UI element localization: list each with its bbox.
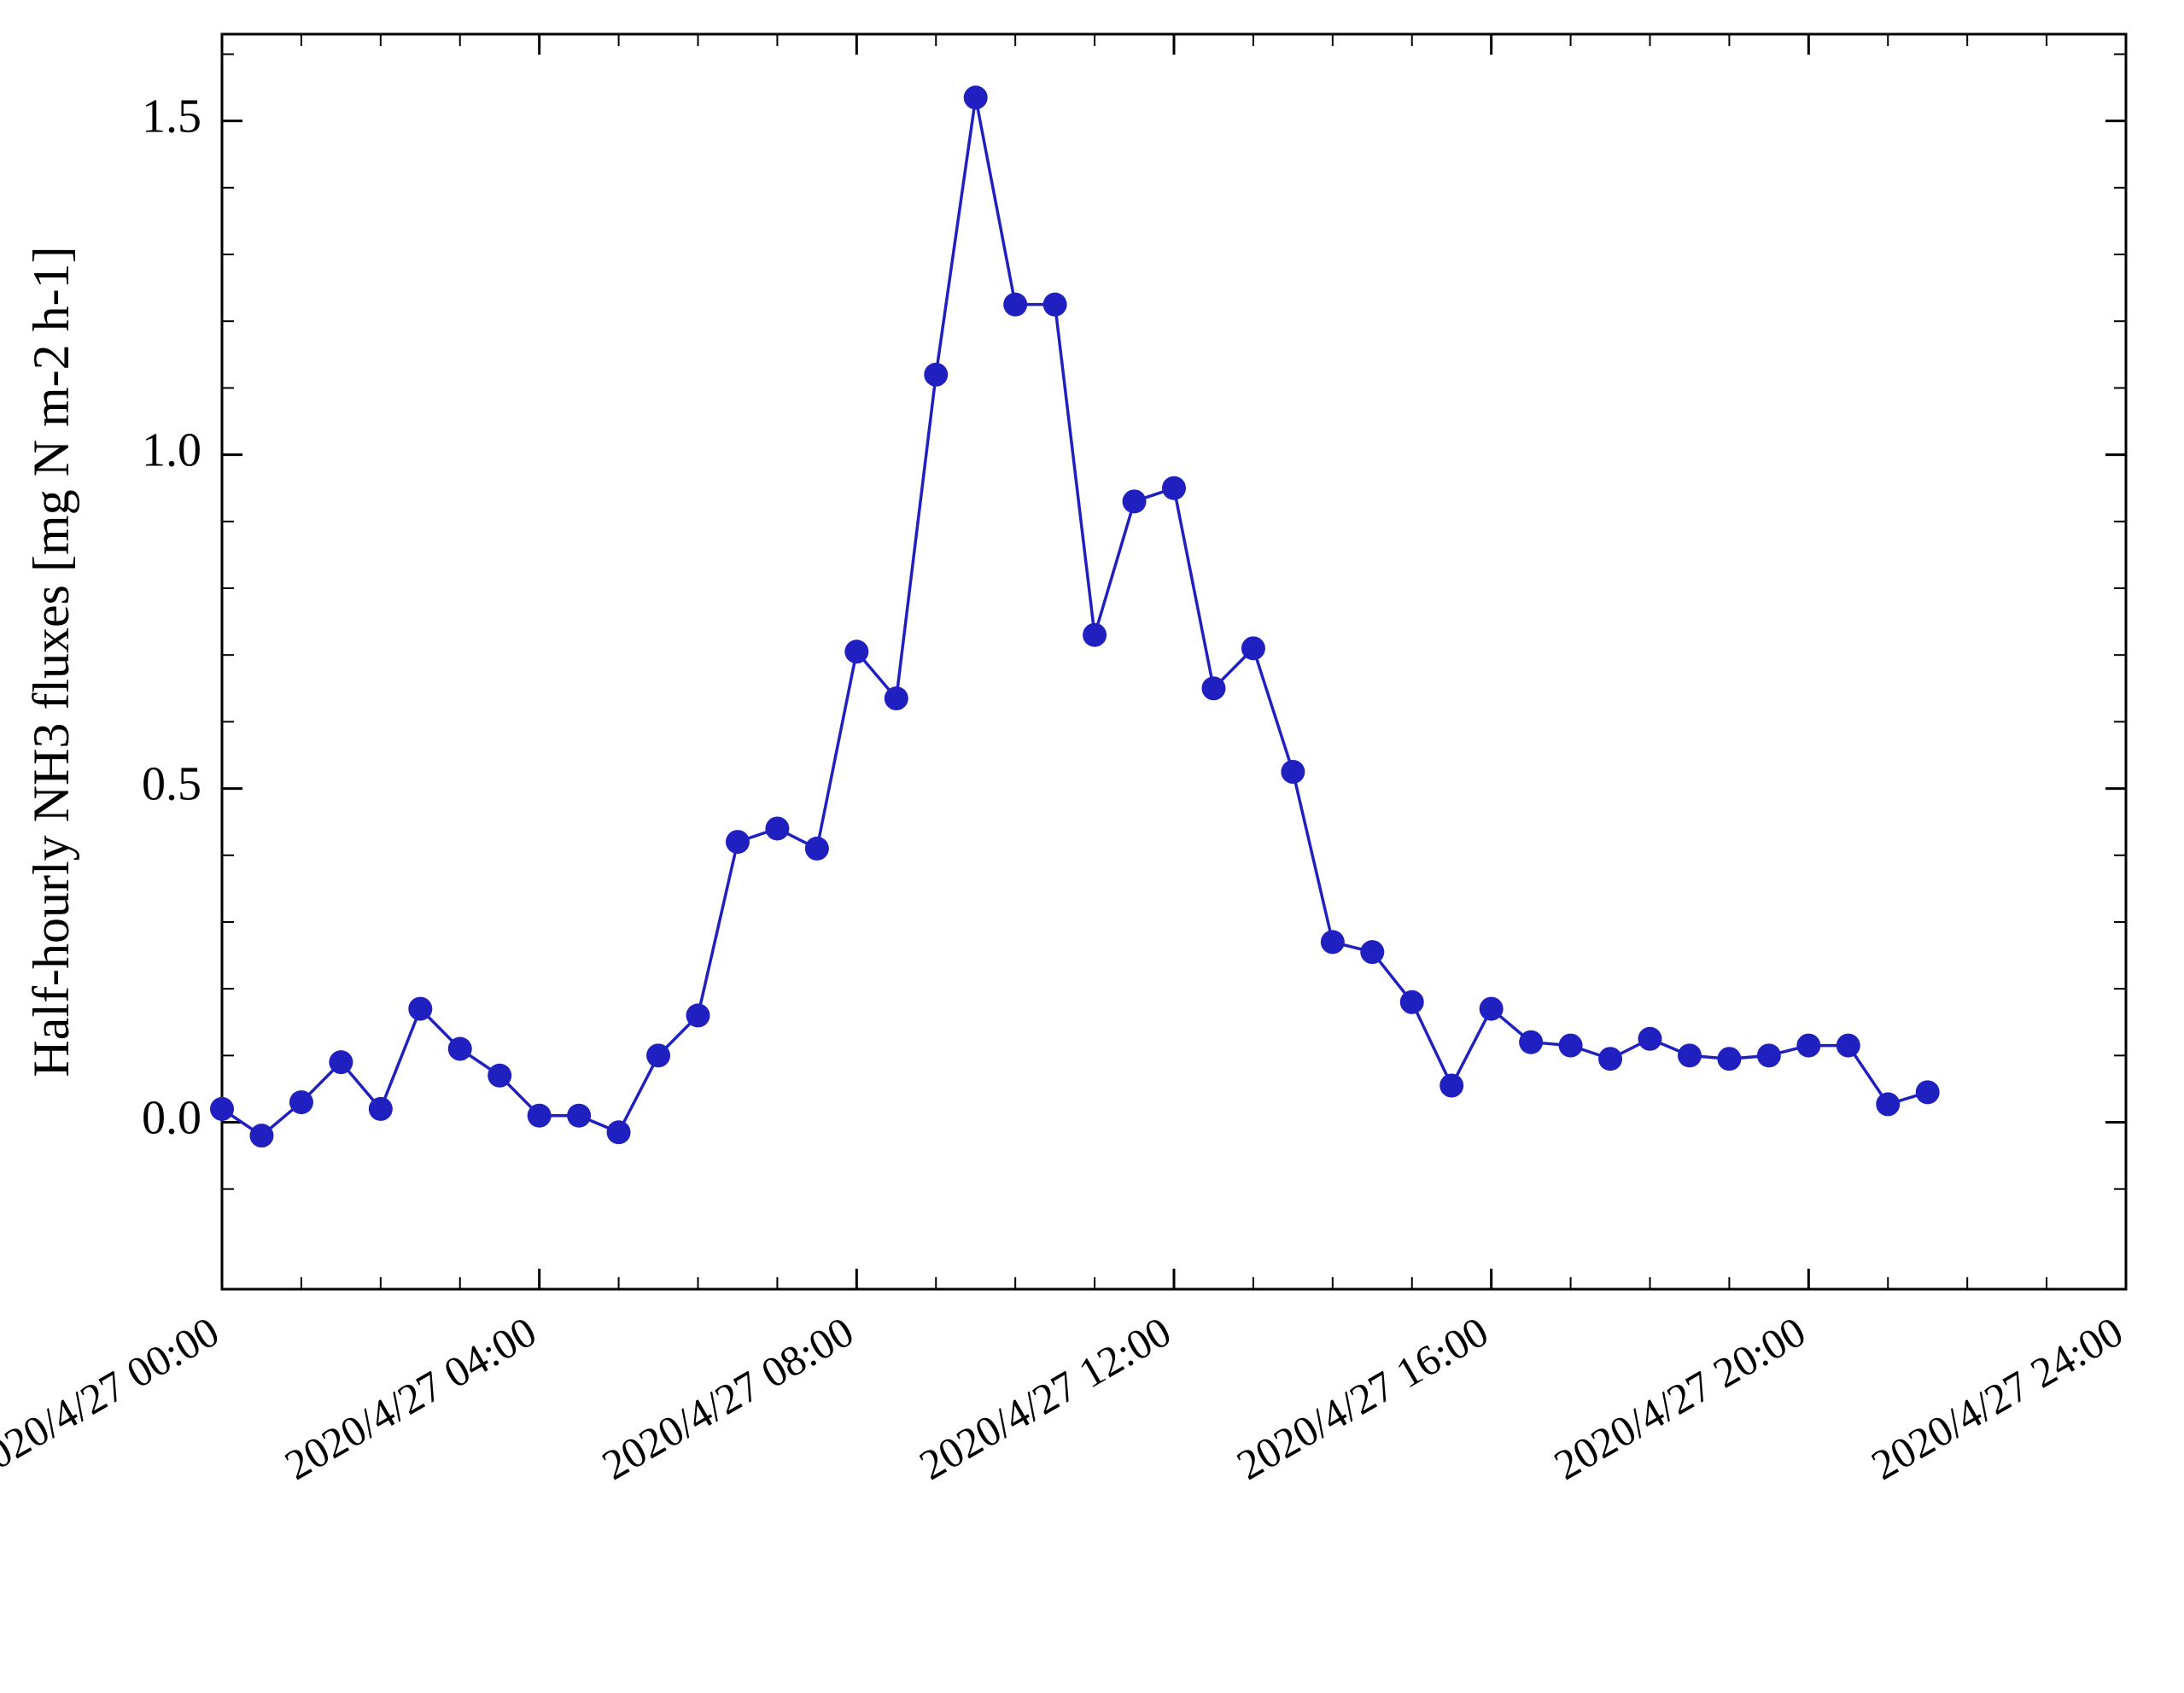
y-tick-label: 0.5 (142, 757, 201, 810)
y-tick-label: 0.0 (142, 1091, 201, 1144)
series-marker (1519, 1030, 1543, 1054)
series-marker (289, 1090, 313, 1114)
series-marker (1162, 476, 1186, 500)
y-tick-label: 1.0 (142, 423, 201, 476)
series-marker (329, 1050, 353, 1074)
series-marker (1559, 1034, 1583, 1058)
x-tick-label: 2020/4/27 24:00 (1863, 1307, 2130, 1489)
series-marker (369, 1097, 393, 1121)
x-tick-label: 2020/4/27 00:00 (0, 1307, 227, 1489)
series-marker (1480, 997, 1504, 1021)
series-marker (1598, 1047, 1622, 1071)
y-axis-title: Half-hourly NH3 fluxes [mg N m-2 h-1] (23, 246, 79, 1077)
series-marker (448, 1037, 472, 1061)
x-tick-label: 2020/4/27 04:00 (277, 1307, 544, 1489)
flux-timeseries-chart: 0.0 0.5 1.0 1.5 2020/4/27 00:00 2020/4/27 04:… (0, 0, 2184, 1693)
series-marker (686, 1003, 710, 1027)
series-marker (1638, 1027, 1662, 1051)
series-marker (1321, 930, 1345, 954)
series-marker (1123, 489, 1147, 513)
series-marker (805, 837, 829, 861)
series-marker (1003, 293, 1027, 317)
series-marker (646, 1043, 670, 1067)
x-tick-label: 2020/4/27 08:00 (594, 1307, 861, 1489)
series-marker (1916, 1080, 1940, 1104)
series-marker (1678, 1043, 1702, 1067)
series-marker (1757, 1043, 1781, 1067)
series-marker (1043, 293, 1067, 317)
x-tick-label: 2020/4/27 20:00 (1546, 1307, 1813, 1489)
series-marker (1796, 1034, 1820, 1058)
series-marker (1360, 940, 1384, 964)
series-marker (1281, 760, 1305, 784)
series-marker (1201, 676, 1225, 700)
series-line (222, 97, 1928, 1135)
chart-svg: 0.0 0.5 1.0 1.5 2020/4/27 00:00 2020/4/27 04:… (0, 0, 2184, 1693)
series-marker (210, 1097, 234, 1121)
series-marker (1717, 1047, 1741, 1071)
series-marker (1837, 1034, 1860, 1058)
series-marker (885, 686, 908, 710)
x-tick-label: 2020/4/27 16:00 (1229, 1307, 1496, 1489)
series-marker (844, 639, 868, 663)
series-marker (1439, 1074, 1463, 1098)
series-marker (1400, 990, 1424, 1014)
series-marker (408, 997, 432, 1021)
plot-frame (222, 34, 2126, 1289)
series-marker (249, 1124, 273, 1147)
series-marker (528, 1104, 552, 1128)
series-marker (1241, 636, 1265, 660)
series-marker (726, 830, 750, 854)
series-marker (488, 1064, 511, 1088)
x-tick-label: 2020/4/27 12:00 (911, 1307, 1178, 1489)
series-marker (567, 1104, 591, 1128)
series-marker (924, 363, 948, 387)
y-tick-label: 1.5 (142, 90, 201, 143)
series-marker (1876, 1092, 1900, 1116)
series-marker (765, 816, 789, 840)
series-marker (607, 1120, 631, 1144)
series-marker (1083, 623, 1107, 647)
series-marker (964, 85, 988, 109)
